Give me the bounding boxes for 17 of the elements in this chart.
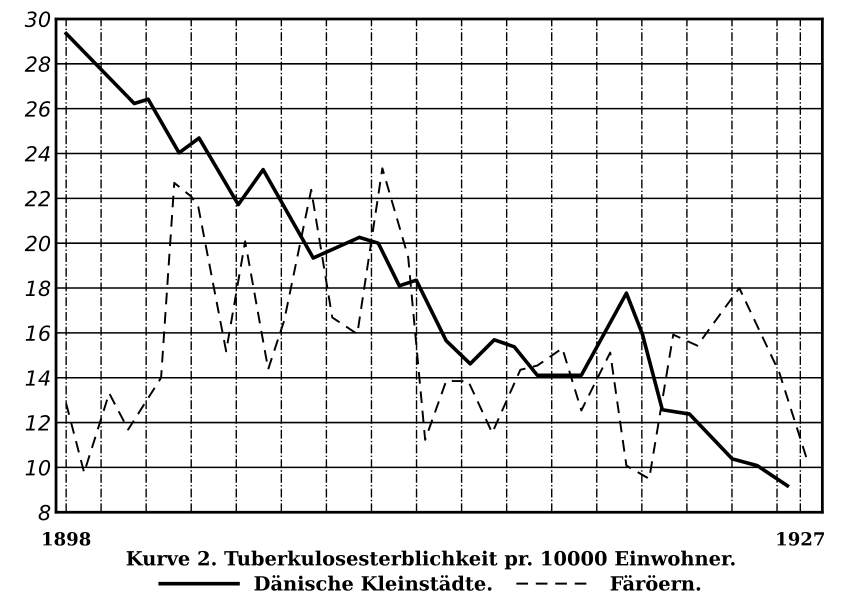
y-tick-label: 12 — [26, 415, 50, 430]
y-tick-label: 16 — [26, 325, 50, 342]
y-tick-label: 10 — [26, 460, 50, 476]
legend-label: Färöern. — [610, 575, 700, 591]
y-tick-label: 14 — [26, 370, 50, 386]
y-tick-label: 28 — [24, 56, 50, 72]
x-tick-label: 1927 — [777, 532, 824, 546]
y-tick-label: 18 — [26, 280, 50, 296]
y-tick-label: 26 — [24, 101, 50, 117]
y-tick-label: 20 — [24, 236, 50, 252]
legend-label: Dänische Kleinstädte. — [254, 575, 492, 591]
y-tick-label: 22 — [24, 190, 50, 206]
text: Kurve 2. Tuberkulosesterblichkeit pr. 10000 Einwohner. — [126, 550, 735, 570]
x-tick-label: 1898 — [43, 532, 90, 546]
y-tick-label: 24 — [24, 146, 50, 162]
y-tick-label: 30 — [24, 11, 50, 28]
y-tick-label: 8 — [38, 504, 50, 520]
